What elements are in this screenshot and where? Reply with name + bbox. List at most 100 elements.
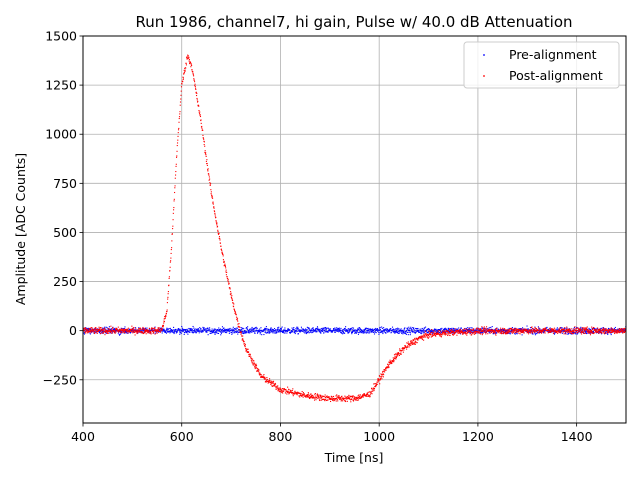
data-point [278, 387, 280, 389]
data-point [397, 332, 399, 334]
data-point [199, 327, 201, 329]
data-point [621, 328, 623, 330]
data-point [503, 331, 505, 333]
data-point [581, 328, 583, 330]
data-point [256, 368, 259, 370]
data-point [180, 90, 182, 92]
data-point [194, 83, 196, 85]
data-point [328, 397, 330, 399]
data-point [203, 327, 205, 329]
data-point [312, 329, 315, 331]
data-point [188, 56, 190, 58]
data-point [215, 330, 218, 332]
data-point [223, 331, 225, 333]
data-point [304, 332, 306, 334]
data-point [377, 379, 379, 382]
data-point [426, 330, 428, 332]
data-point [437, 329, 439, 331]
data-point [494, 333, 496, 335]
data-point [563, 327, 566, 329]
data-point [387, 367, 389, 369]
data-point [319, 329, 321, 331]
data-point [221, 251, 223, 253]
data-point [220, 329, 222, 331]
data-point [226, 276, 228, 278]
data-point [230, 292, 232, 294]
data-point [537, 332, 539, 334]
data-point [134, 334, 136, 336]
data-point [242, 339, 244, 341]
data-point [612, 329, 614, 331]
data-point [149, 328, 151, 330]
data-point [505, 329, 507, 331]
data-point [406, 342, 408, 344]
data-point [593, 333, 595, 335]
data-point [531, 330, 533, 332]
data-point [265, 326, 267, 328]
data-point [95, 329, 97, 331]
data-point [344, 327, 346, 329]
data-point [323, 396, 325, 398]
data-point [165, 312, 167, 314]
data-point [546, 326, 548, 328]
data-point [459, 329, 461, 331]
data-point [492, 333, 494, 335]
data-point [322, 327, 324, 329]
data-point [398, 353, 400, 355]
data-point [409, 334, 411, 336]
data-point [84, 328, 87, 330]
data-point [164, 315, 166, 318]
data-point [227, 280, 229, 282]
data-point [146, 327, 148, 329]
data-point [393, 329, 395, 331]
data-point [585, 331, 587, 334]
data-point [141, 331, 143, 333]
data-point [609, 328, 611, 330]
data-point [381, 330, 383, 332]
data-point [216, 225, 219, 227]
data-point [410, 341, 412, 343]
data-point [495, 328, 497, 330]
data-point [219, 328, 222, 330]
data-point [118, 334, 121, 336]
data-point [557, 328, 559, 330]
data-point [404, 347, 406, 349]
data-point [589, 334, 592, 336]
data-point [619, 329, 621, 331]
data-point [169, 266, 171, 268]
data-point [182, 76, 184, 78]
data-point [372, 387, 375, 389]
data-point [350, 401, 352, 403]
data-point [250, 328, 252, 330]
data-point [187, 333, 189, 335]
data-point [174, 329, 176, 331]
data-point [312, 331, 314, 333]
data-point [341, 395, 343, 397]
data-point [116, 329, 118, 331]
data-point [406, 348, 408, 350]
data-point [511, 327, 514, 329]
data-point [96, 328, 98, 330]
data-point [97, 331, 99, 333]
data-point [314, 330, 316, 332]
data-point [588, 332, 590, 334]
data-point [330, 331, 332, 333]
data-point [351, 331, 354, 334]
data-point [100, 330, 103, 332]
data-point [534, 332, 536, 334]
data-point [102, 332, 105, 334]
data-point [109, 329, 111, 331]
data-point [587, 331, 589, 333]
data-point [563, 331, 565, 333]
data-point [288, 392, 290, 394]
data-point [551, 329, 553, 331]
data-point [221, 330, 223, 332]
data-point [157, 331, 159, 333]
data-point [121, 328, 123, 330]
data-point [322, 330, 324, 332]
data-point [335, 398, 337, 400]
data-point [256, 329, 258, 331]
data-point [199, 114, 201, 116]
data-point [414, 331, 416, 333]
data-point [212, 197, 214, 199]
